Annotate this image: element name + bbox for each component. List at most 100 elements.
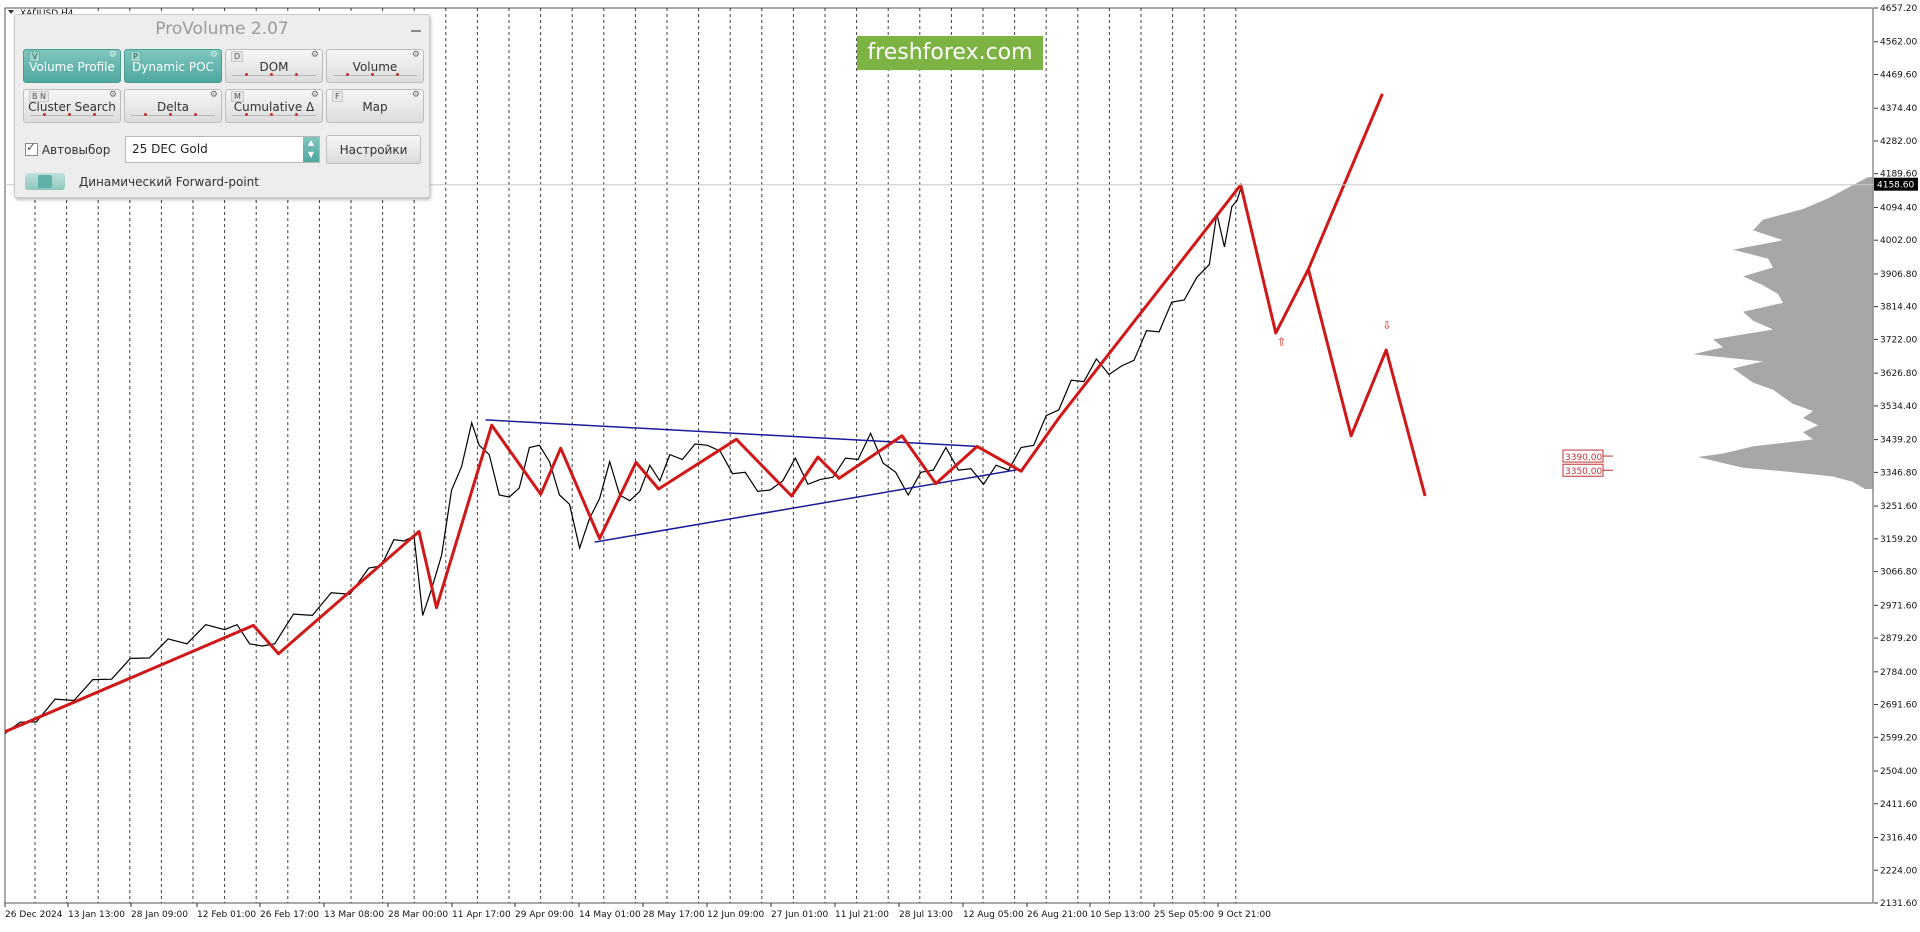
level-label: 3350.00 — [1565, 467, 1602, 477]
tool-button-volume-profile[interactable]: Volume Profile V ⚙ — [23, 49, 121, 83]
gear-icon[interactable]: ⚙ — [209, 90, 218, 100]
y-tick-label: 2504.00 — [1880, 767, 1917, 777]
x-tick-label: 13 Mar 08:00 — [324, 910, 384, 920]
x-tick-label: 13 Jan 13:00 — [68, 910, 125, 920]
tool-button-cumulative[interactable]: Cumulative Δ M ⚙ — [225, 89, 323, 123]
gear-icon[interactable]: ⚙ — [411, 90, 420, 100]
x-tick-label: 12 Jun 09:00 — [707, 910, 764, 920]
x-tick-label: 11 Apr 17:00 — [452, 910, 511, 920]
gear-icon[interactable]: ⚙ — [310, 50, 319, 60]
hotkey-badge: F — [332, 91, 343, 102]
gear-icon[interactable]: ⚙ — [411, 50, 420, 60]
x-tick-label: 26 Dec 2024 — [5, 910, 63, 920]
panel-title: ProVolume 2.07 — [155, 19, 289, 39]
indicator-dots — [232, 113, 316, 119]
tool-button-label: Cluster Search — [28, 100, 116, 114]
y-tick-label: 3346.80 — [1880, 468, 1917, 478]
indicator-dots — [232, 73, 316, 79]
indicator-dots — [131, 113, 215, 119]
instrument-select[interactable]: 25 DEC Gold ▲ ▼ — [125, 136, 320, 163]
hotkey-badge: P — [130, 51, 141, 62]
y-tick-label: 3814.40 — [1880, 303, 1917, 313]
x-tick-label: 14 May 01:00 — [579, 910, 641, 920]
tool-button-delta[interactable]: Delta ⚙ — [124, 89, 222, 123]
y-tick-label: 2971.60 — [1880, 601, 1917, 611]
zigzag-line — [4, 183, 1427, 734]
y-tick-label: 4189.60 — [1880, 170, 1917, 180]
x-tick-label: 10 Sep 13:00 — [1090, 910, 1150, 920]
current-price-label: 4158.60 — [1877, 181, 1914, 191]
forward-point-toggle-row[interactable]: Динамический Forward-point — [25, 173, 259, 190]
x-tick-label: 12 Feb 01:00 — [197, 910, 256, 920]
indicator-dots — [333, 73, 417, 79]
tool-button-label: Volume — [352, 60, 398, 74]
spin-arrows-icon[interactable]: ▲ ▼ — [303, 137, 319, 162]
y-tick-label: 3439.20 — [1880, 436, 1917, 446]
x-tick-label: 25 Sep 05:00 — [1154, 910, 1214, 920]
y-tick-label: 3159.20 — [1880, 535, 1917, 545]
y-tick-label: 4657.20 — [1880, 4, 1917, 14]
x-tick-label: 9 Oct 21:00 — [1218, 910, 1271, 920]
volume-profile — [1693, 177, 1873, 489]
tool-button-cluster-search[interactable]: Cluster Search B N ⚙ — [23, 89, 121, 123]
y-tick-label: 4469.60 — [1880, 70, 1917, 80]
y-tick-label: 2224.00 — [1880, 866, 1917, 876]
indicator-dots — [30, 113, 114, 119]
x-tick-label: 11 Jul 21:00 — [835, 910, 889, 920]
down-arrow-icon: ⇩ — [1382, 319, 1391, 332]
y-tick-label: 2131.60 — [1880, 899, 1917, 909]
gear-icon[interactable]: ⚙ — [209, 50, 218, 60]
x-tick-label: 28 Jul 13:00 — [899, 910, 953, 920]
hotkey-badge: D — [231, 51, 244, 62]
freshforex-logo: freshforex.com — [857, 36, 1043, 70]
tool-button-volume[interactable]: Volume ⚙ — [326, 49, 424, 83]
y-tick-label: 3722.00 — [1880, 335, 1917, 345]
forward-point-label: Динамический Forward-point — [78, 175, 259, 189]
gear-icon[interactable]: ⚙ — [108, 90, 117, 100]
y-tick-label: 4002.00 — [1880, 236, 1917, 246]
y-tick-label: 3906.80 — [1880, 270, 1917, 280]
tool-button-label: Dynamic POC — [132, 60, 214, 74]
tool-button-dom[interactable]: DOM D ⚙ — [225, 49, 323, 83]
instrument-value: 25 DEC Gold — [132, 142, 208, 156]
y-tick-label: 4374.40 — [1880, 104, 1917, 114]
gear-icon[interactable]: ⚙ — [310, 90, 319, 100]
y-tick-label: 3534.40 — [1880, 402, 1917, 412]
minimize-icon[interactable] — [411, 30, 421, 32]
settings-button[interactable]: Настройки — [326, 135, 421, 164]
autoselect-checkbox[interactable]: Автовыбор — [25, 140, 111, 157]
x-tick-label: 28 Jan 09:00 — [131, 910, 188, 920]
price-series-line — [4, 184, 1243, 734]
checkbox-icon[interactable] — [25, 140, 38, 156]
x-tick-label: 29 Apr 09:00 — [515, 910, 574, 920]
tool-button-label: Volume Profile — [29, 60, 115, 74]
x-tick-label: 12 Aug 05:00 — [963, 910, 1024, 920]
gear-icon[interactable]: ⚙ — [108, 50, 117, 60]
y-tick-label: 2316.40 — [1880, 834, 1917, 844]
current-price-badge — [1874, 177, 1918, 191]
x-tick-label: 28 Mar 00:00 — [388, 910, 448, 920]
symbol-dropdown-icon — [8, 10, 14, 14]
y-tick-label: 2691.60 — [1880, 701, 1917, 711]
tool-button-dynamic-poc[interactable]: Dynamic POC P ⚙ — [124, 49, 222, 83]
x-tick-label: 26 Aug 21:00 — [1027, 910, 1088, 920]
toggle-switch[interactable] — [25, 173, 65, 190]
triangle-lower-line — [594, 468, 1019, 543]
tool-button-map[interactable]: Map F ⚙ — [326, 89, 424, 123]
level-label: 3390.00 — [1565, 453, 1602, 463]
up-arrow-icon: ⇧ — [1277, 335, 1286, 348]
hotkey-badge: V — [29, 51, 41, 62]
tool-button-label: DOM — [259, 60, 289, 74]
y-tick-label: 2784.00 — [1880, 668, 1917, 678]
y-tick-label: 3066.80 — [1880, 568, 1917, 578]
zigzag-forecast-up-line — [1307, 93, 1384, 270]
x-tick-label: 27 Jun 01:00 — [771, 910, 828, 920]
y-tick-label: 4094.40 — [1880, 203, 1917, 213]
autoselect-label: Автовыбор — [41, 143, 111, 157]
x-tick-label: 26 Feb 17:00 — [260, 910, 319, 920]
y-tick-label: 2411.60 — [1880, 800, 1917, 810]
y-tick-label: 2879.20 — [1880, 634, 1917, 644]
hotkey-badge: M — [231, 91, 244, 102]
y-tick-label: 4562.00 — [1880, 38, 1917, 48]
provolume-panel[interactable]: ProVolume 2.07 Volume Profile V ⚙ Dynamic P… — [14, 14, 430, 198]
